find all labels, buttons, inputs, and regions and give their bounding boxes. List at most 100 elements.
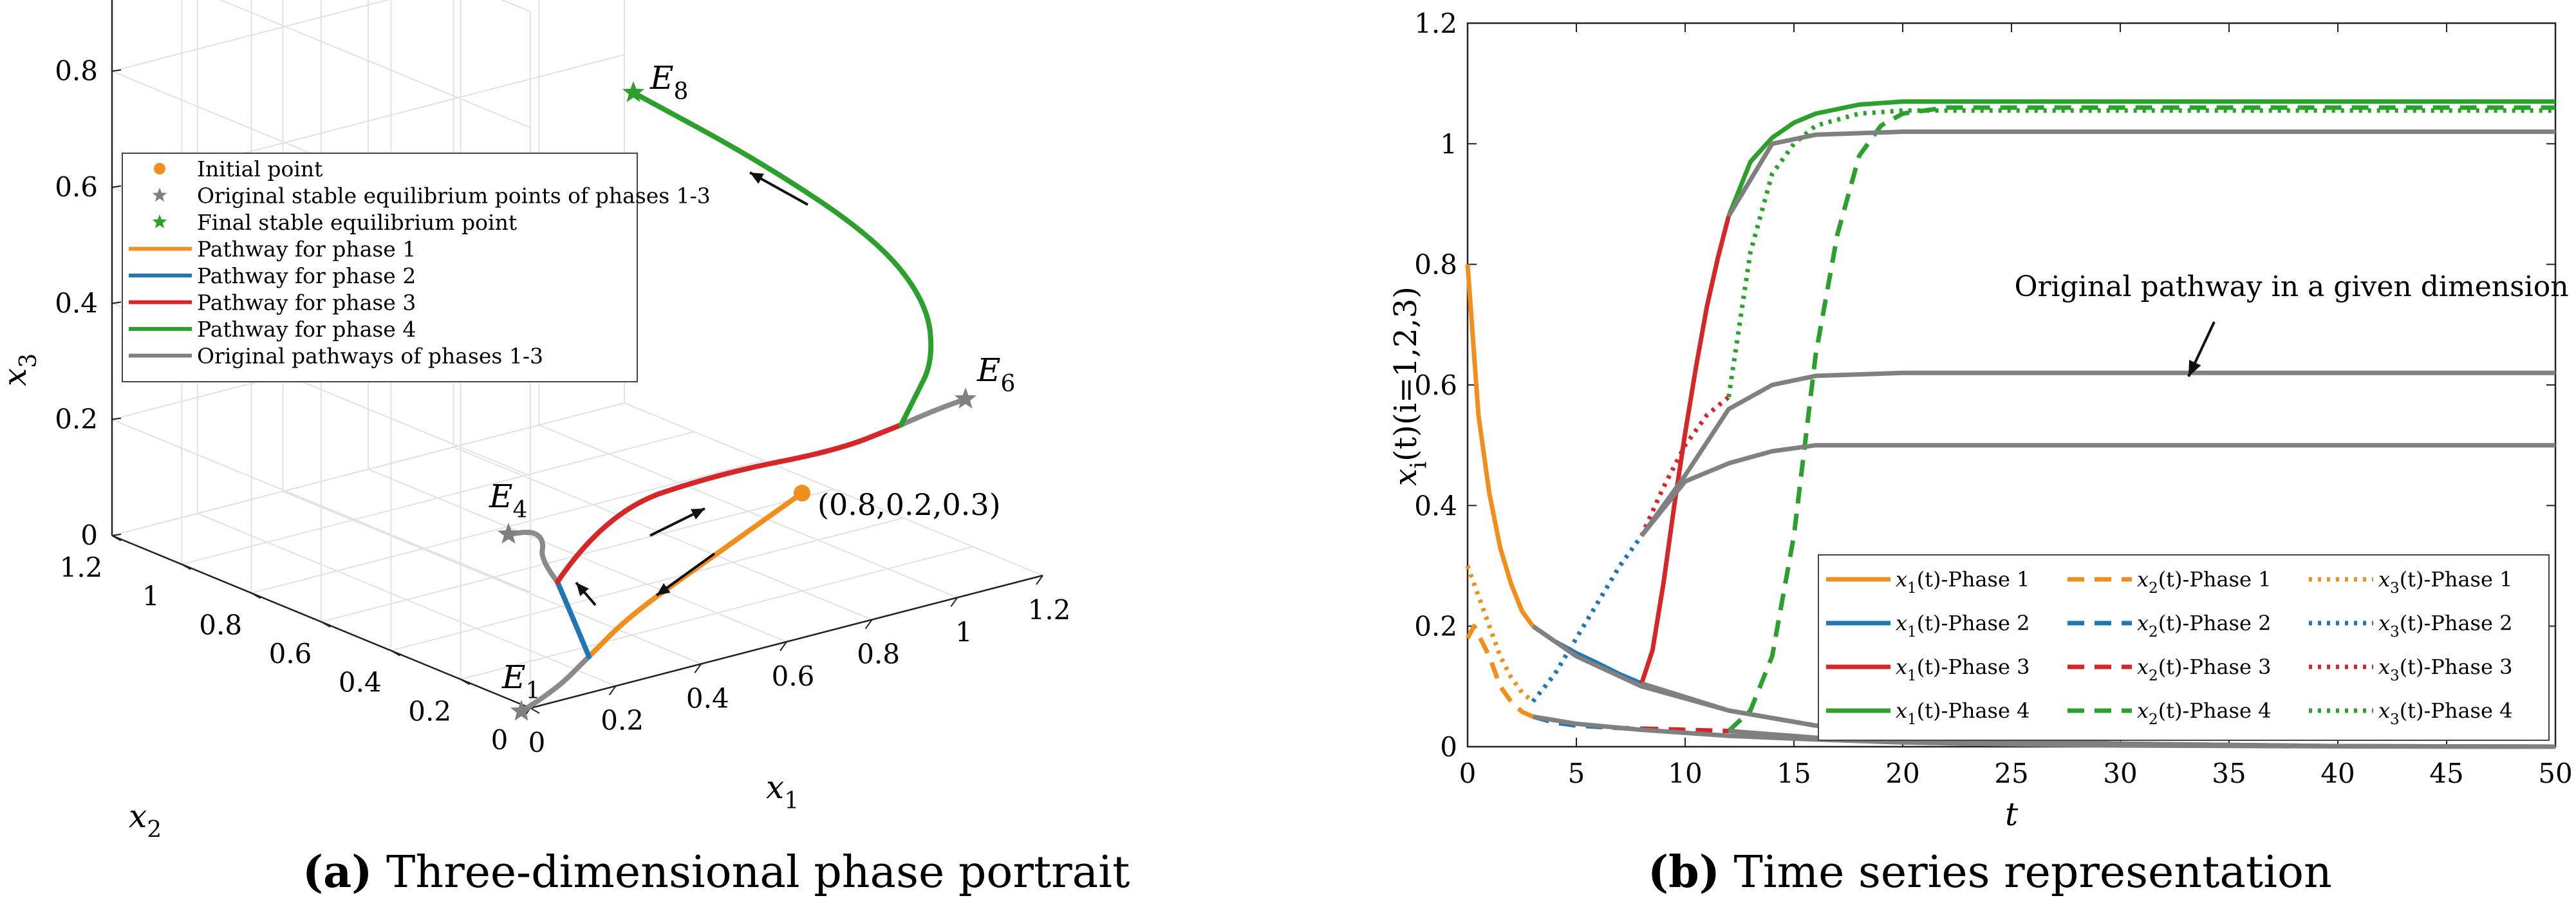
arrow-phase-4 — [749, 171, 808, 206]
series-line-12 — [1639, 370, 2555, 537]
y-tick-label: 0.8 — [1414, 249, 1457, 281]
z-tick-2 — [111, 301, 122, 304]
legend-b-label-sub: 1 — [1907, 711, 1917, 728]
legend-b-label: x2(t)-Phase 4 — [2137, 698, 2271, 728]
legend-a-box — [122, 153, 638, 382]
arrow-phase-2 — [575, 581, 597, 606]
legend-a-label: Initial point — [197, 156, 322, 182]
wall1-grid-z-5 — [219, 0, 531, 129]
x-tick-label: 35 — [2212, 758, 2246, 789]
equilibrium-star-3 — [622, 81, 645, 102]
legend-b-label-rest: (t)-Phase 4 — [2158, 698, 2272, 723]
x-tick-label: 50 — [2538, 758, 2572, 789]
equilibrium-star-2 — [954, 388, 977, 409]
pathway-phase-3 — [555, 422, 904, 584]
y-tick-label: 1.2 — [60, 552, 103, 583]
legend-b-label-main: x — [2137, 698, 2149, 723]
legend-b-label-sub: 2 — [2149, 624, 2158, 640]
series-line-1 — [1465, 624, 1534, 719]
y-tick-label: 1 — [1440, 128, 1457, 160]
legend-a-label: Original stable equilibrium points of ph… — [197, 183, 711, 209]
legend-a-label: Pathway for phase 2 — [197, 263, 416, 288]
x-axis-label-sub: 1 — [784, 788, 799, 814]
z-axis-label-main: x — [0, 368, 33, 386]
initial-point-marker — [794, 485, 810, 501]
legend-b-label-main: x — [2137, 567, 2149, 592]
y-tick-label: 0.8 — [199, 609, 242, 640]
legend-a-label: Original pathways of phases 1-3 — [197, 344, 543, 369]
original-pathway-e1 — [519, 654, 592, 714]
y-axis-label-main: x — [129, 798, 147, 835]
y-tick-label: 0.2 — [408, 695, 451, 727]
y-tick-label: 0.2 — [1414, 611, 1457, 642]
x-tick-2 — [694, 663, 702, 673]
legend-a-label: Pathway for phase 4 — [197, 317, 416, 342]
legend-b-label-sub: 3 — [2390, 711, 2400, 728]
legend-b-label-rest: (t)-Phase 1 — [2158, 567, 2272, 592]
arrow-phase-3 — [649, 507, 705, 537]
pathway-phase-4 — [631, 90, 934, 427]
z-axis-label-sub: 3 — [15, 353, 42, 368]
legend-a-label: Final stable equilibrium point — [197, 210, 517, 235]
y-axis-label-rest: (t)(i=1,2,3) — [1388, 286, 1424, 462]
x-tick-label: 0.2 — [601, 705, 644, 736]
legend-b-label-sub: 3 — [2390, 668, 2400, 684]
y-tick-4 — [251, 592, 261, 599]
legend-b-label-rest: (t)-Phase 4 — [2400, 698, 2513, 723]
legend-b-label-main: x — [2378, 698, 2390, 723]
x-tick-4 — [864, 619, 873, 630]
legend-a-label: Pathway for phase 3 — [197, 290, 416, 315]
equilibrium-label-1-main: E — [489, 478, 513, 515]
z-tick-label: 0.6 — [55, 171, 98, 203]
z-axis-label: x3 — [0, 353, 42, 386]
legend-b-label: x3(t)-Phase 2 — [2378, 611, 2512, 640]
legend-b-label: x3(t)-Phase 1 — [2378, 567, 2512, 597]
x-tick-label: 0 — [1459, 758, 1477, 789]
y-tick-label: 0 — [1440, 731, 1457, 763]
z-tick-0 — [111, 534, 122, 536]
legend-a-dot — [154, 163, 165, 174]
equilibrium-label-2-main: E — [976, 351, 1001, 389]
legend-b-label-main: x — [2378, 655, 2390, 679]
x-tick-label: 15 — [1777, 758, 1811, 789]
x-tick-5 — [950, 597, 958, 607]
arrow-phase-1 — [655, 552, 716, 597]
y-tick-label: 1.2 — [1414, 8, 1457, 39]
series-line-6 — [1639, 215, 1731, 684]
y-tick-2 — [390, 650, 400, 657]
caption-b: (b) Time series representation — [1648, 846, 2332, 898]
x-tick-label: 30 — [2103, 758, 2137, 789]
y-tick-label: 1 — [142, 581, 160, 612]
x-axis-label-main: x — [766, 769, 784, 806]
legend-b-label-rest: (t)-Phase 3 — [2158, 655, 2272, 679]
caption-a-text: Three-dimensional phase portrait — [372, 847, 1130, 898]
y-tick-label: 0.6 — [1414, 369, 1457, 401]
equilibrium-label-0: E1 — [501, 659, 540, 704]
legend-b-label-sub: 2 — [2149, 711, 2158, 728]
y-tick-6 — [111, 535, 122, 541]
equilibrium-label-1-sub: 4 — [513, 497, 528, 523]
legend-b-label: x1(t)-Phase 2 — [1896, 611, 2030, 640]
series-line-14 — [1726, 129, 2555, 218]
series-line-8 — [1639, 395, 1730, 537]
z-tick-label: 0 — [80, 519, 98, 551]
legend-a-star — [152, 187, 167, 202]
arrow-phase-1-head — [657, 583, 671, 595]
y-axis-label-main: x — [1388, 469, 1424, 486]
x-tick-label: 45 — [2429, 758, 2463, 789]
equilibrium-label-3-main: E — [649, 59, 674, 97]
legend-a-label: Pathway for phase 1 — [197, 237, 416, 262]
caption-b-letter: (b) — [1648, 846, 1720, 898]
legend-b-label: x1(t)-Phase 4 — [1896, 698, 2030, 728]
x-axis-label: t — [2005, 796, 2019, 833]
y-tick-0 — [530, 707, 540, 714]
floor-grid-y-5 — [182, 431, 695, 565]
y-tick-label: 0.6 — [269, 638, 312, 669]
initial-point-label: (0.8,0.2,0.3) — [817, 487, 1001, 522]
equilibrium-label-1: E4 — [489, 478, 527, 523]
z-tick-1 — [111, 417, 122, 420]
equilibrium-label-3: E8 — [649, 59, 688, 105]
legend-b-label-sub: 2 — [2149, 580, 2158, 597]
